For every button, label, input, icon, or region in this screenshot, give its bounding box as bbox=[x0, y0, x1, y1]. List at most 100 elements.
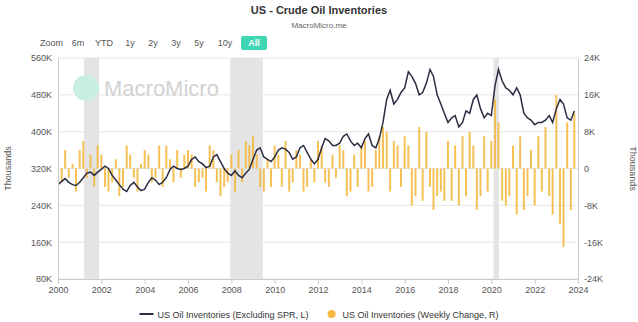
tick-label: 240K bbox=[31, 201, 52, 211]
bar bbox=[458, 169, 460, 206]
bar bbox=[270, 169, 272, 187]
bar bbox=[129, 155, 131, 169]
bar bbox=[404, 136, 406, 168]
bar bbox=[469, 132, 471, 169]
bar bbox=[259, 169, 261, 187]
bar bbox=[172, 169, 174, 183]
zoom-button[interactable]: 10y bbox=[212, 36, 238, 50]
tick-mark bbox=[101, 279, 102, 284]
zoom-button-label[interactable]: 3y bbox=[171, 38, 181, 48]
zoom-button[interactable]: 1y bbox=[120, 36, 140, 50]
bar bbox=[118, 169, 120, 197]
bar bbox=[505, 169, 507, 206]
zoom-button-label[interactable]: 10y bbox=[218, 38, 233, 48]
tick: 2010 bbox=[265, 279, 285, 295]
zoom-button[interactable]: All bbox=[241, 36, 267, 50]
zoom-button-bg[interactable] bbox=[241, 36, 267, 50]
tick: 400K bbox=[31, 127, 58, 137]
bar bbox=[443, 169, 445, 201]
legend-item[interactable]: US Oil Inventories (Excluding SPR, L) bbox=[140, 310, 309, 320]
zoom-button-bg[interactable] bbox=[143, 36, 163, 50]
zoom-button[interactable]: YTD bbox=[91, 36, 117, 50]
bar bbox=[429, 169, 431, 187]
bar bbox=[115, 159, 117, 168]
bar bbox=[397, 145, 399, 168]
zoom-button-bg[interactable] bbox=[120, 36, 140, 50]
tick-label: 2000 bbox=[48, 285, 68, 295]
bar bbox=[267, 159, 269, 168]
bar bbox=[68, 169, 70, 178]
zoom-button-label[interactable]: YTD bbox=[95, 38, 114, 48]
bar bbox=[72, 164, 74, 169]
bar bbox=[386, 132, 388, 169]
bar bbox=[248, 145, 250, 168]
bar bbox=[216, 169, 218, 183]
y2-axis: -24K-16K-8K08K16K24K bbox=[578, 53, 603, 284]
tick-label: 400K bbox=[31, 127, 52, 137]
bar bbox=[462, 136, 464, 168]
tick: 2020 bbox=[482, 279, 502, 295]
tick-label: 2018 bbox=[438, 285, 458, 295]
line-series bbox=[58, 70, 574, 192]
tick-label: -24K bbox=[584, 274, 603, 284]
zoom-button-bg[interactable] bbox=[212, 36, 238, 50]
bar bbox=[288, 169, 290, 192]
bar bbox=[382, 127, 384, 168]
zoom-button-bg[interactable] bbox=[91, 36, 117, 50]
bar bbox=[393, 141, 395, 169]
bar bbox=[476, 169, 478, 210]
legend-label[interactable]: US Oil Inventories (Excluding SPR, L) bbox=[158, 310, 309, 320]
bar bbox=[313, 169, 315, 183]
axis-line bbox=[578, 59, 579, 280]
y2-axis-title: Thousands bbox=[628, 146, 638, 191]
bar bbox=[573, 113, 575, 168]
bar bbox=[205, 169, 207, 192]
bar bbox=[530, 150, 532, 168]
zoom-button[interactable]: 5y bbox=[189, 36, 209, 50]
tick-label: 2020 bbox=[482, 285, 502, 295]
bar bbox=[562, 169, 564, 247]
tick-mark bbox=[405, 279, 406, 284]
tick-label: 16K bbox=[584, 90, 600, 100]
bar bbox=[90, 155, 92, 169]
zoom-button-bg[interactable] bbox=[68, 36, 88, 50]
tick-label: 0 bbox=[584, 164, 589, 174]
bar bbox=[75, 169, 77, 192]
zoom-button[interactable]: 2y bbox=[143, 36, 163, 50]
zoom-button-label[interactable]: 6m bbox=[72, 38, 85, 48]
bar bbox=[140, 164, 142, 169]
bar-series bbox=[58, 95, 575, 247]
bar bbox=[447, 141, 449, 169]
bar bbox=[299, 155, 301, 169]
bar bbox=[292, 169, 294, 183]
axis-line bbox=[58, 59, 59, 280]
tick-label: 2024 bbox=[568, 285, 588, 295]
zoom-button-bg[interactable] bbox=[189, 36, 209, 50]
zoom-button-bg[interactable] bbox=[166, 36, 186, 50]
legend-label[interactable]: US Oil Inventories (Weekly Change, R) bbox=[343, 310, 499, 320]
tick: -8K bbox=[578, 201, 598, 211]
zoom-button-label[interactable]: 5y bbox=[194, 38, 204, 48]
zoom-button[interactable]: 6m bbox=[68, 36, 88, 50]
bar bbox=[335, 169, 337, 178]
shaded-band bbox=[230, 58, 263, 279]
tick: 2004 bbox=[135, 279, 155, 295]
zoom-button-label[interactable]: 1y bbox=[125, 38, 135, 48]
bar bbox=[82, 141, 84, 169]
tick-mark bbox=[58, 279, 59, 284]
zoom-button-label[interactable]: 2y bbox=[148, 38, 158, 48]
bar bbox=[371, 169, 373, 187]
zoom-button-label[interactable]: All bbox=[248, 38, 260, 48]
title: US - Crude Oil Inventories bbox=[251, 4, 387, 16]
legend-item[interactable]: US Oil Inventories (Weekly Change, R) bbox=[328, 310, 499, 320]
bar bbox=[302, 169, 304, 192]
zoom-button[interactable]: 3y bbox=[166, 36, 186, 50]
tick-label: -8K bbox=[584, 201, 598, 211]
bar bbox=[227, 169, 229, 183]
bar bbox=[375, 150, 377, 168]
bar bbox=[425, 132, 427, 169]
tick-label: 2012 bbox=[308, 285, 328, 295]
bar bbox=[548, 169, 550, 197]
tick-mark bbox=[318, 279, 319, 284]
bar bbox=[566, 122, 568, 168]
